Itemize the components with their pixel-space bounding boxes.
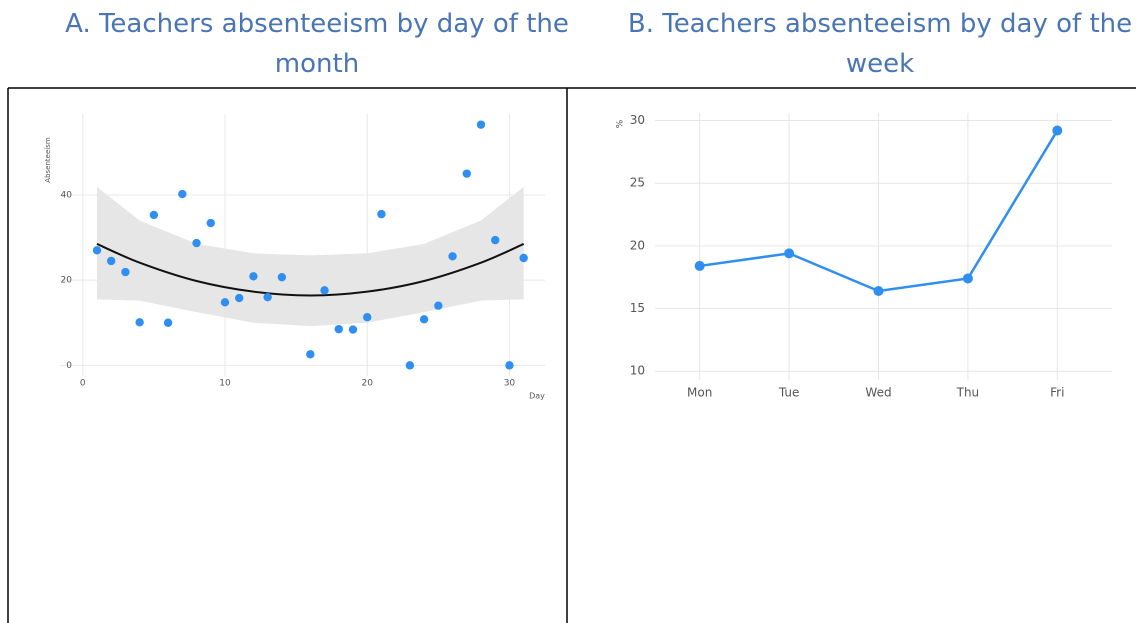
point [306,350,315,359]
point [476,120,486,129]
y-tick-label: 25 [630,176,645,190]
point [249,272,258,281]
x-tick-label: Thu [956,386,980,400]
y-tick-label: 0 [66,361,72,371]
point [107,256,116,266]
x-tick-label: 10 [219,379,231,389]
x-tick-label: Tue [778,386,800,400]
point [962,273,973,284]
point [135,318,144,327]
x-tick-label: Fri [1050,386,1064,400]
point [405,361,415,370]
confidence-band [96,186,524,327]
point [277,272,287,282]
point [505,361,514,370]
point [348,325,358,334]
x-tick-label: Wed [865,386,891,400]
point [220,298,230,307]
point [448,252,457,261]
x-axis-label: Day [529,392,545,401]
y-tick-label: 40 [61,190,73,200]
point [519,253,528,263]
point [163,318,173,327]
point [363,313,372,322]
point [263,292,272,302]
x-tick-label: 0 [80,379,86,389]
y-tick-label: 15 [630,301,645,315]
y-tick-label: 10 [630,364,645,378]
point [149,210,159,220]
point [334,324,343,334]
point [434,301,443,310]
y-axis-label: Absenteeism [44,137,52,183]
x-tick-label: Mon [687,386,712,400]
x-tick-label: 20 [361,379,373,389]
chart-title: B. Teachers absenteeism by day of the we… [627,9,1133,79]
y-tick-label: 20 [61,276,73,286]
point [784,248,795,259]
chart-title: A. Teachers absenteeism by day of the mo… [65,9,569,79]
point [320,286,329,295]
point [178,189,187,199]
y-tick-label: 20 [630,238,645,252]
point [377,209,386,219]
point [235,293,244,303]
point [873,286,884,296]
point [491,235,500,245]
x-tick-label: 30 [504,379,516,389]
point [121,267,130,277]
point [419,315,429,324]
point [462,169,471,178]
y-axis-label: % [616,119,626,128]
y-tick-label: 30 [630,113,645,127]
point [1052,125,1063,136]
smooth-line [96,243,525,297]
point [92,246,102,255]
point [192,238,201,248]
point [206,218,215,228]
point [694,260,705,271]
